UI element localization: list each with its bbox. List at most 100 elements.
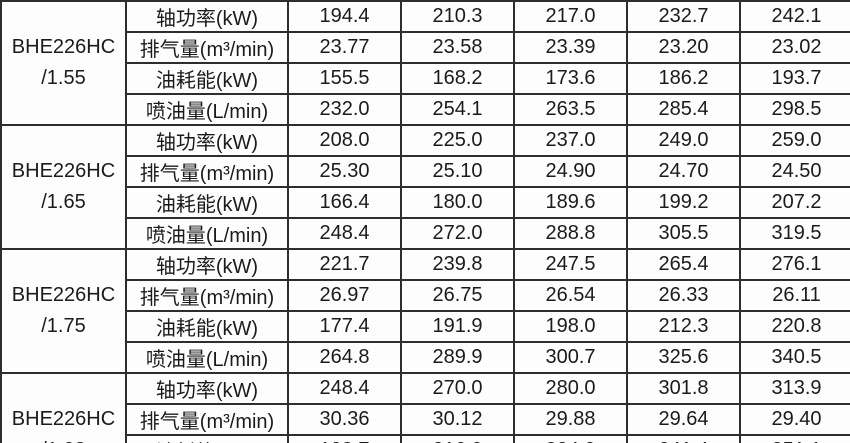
value-cell: 232.7 bbox=[626, 0, 741, 33]
value-cell: 24.50 bbox=[739, 155, 850, 188]
value-cell: 24.70 bbox=[626, 155, 741, 188]
model-variant: /1.75 bbox=[41, 315, 86, 337]
value-cell: 180.0 bbox=[400, 186, 515, 219]
value-cell: 319.5 bbox=[739, 217, 850, 250]
model-name: BHE226HC bbox=[11, 160, 116, 182]
parameter-label: 轴功率(kW) bbox=[125, 124, 289, 157]
parameter-label: 轴功率(kW) bbox=[125, 248, 289, 281]
model-name: BHE226HC bbox=[11, 408, 116, 430]
value-cell: 29.88 bbox=[513, 403, 628, 436]
table-row: BHE226HC/1.75 轴功率(kW) 221.7 239.8 247.5 265.4… bbox=[0, 248, 850, 374]
value-cell: 26.75 bbox=[400, 279, 515, 312]
value-cell: 242.1 bbox=[739, 0, 850, 33]
value-cell: 239.8 bbox=[400, 248, 515, 281]
table-row: 喷油量(L/min) 264.8 289.9 300.7 325.6 340.5 bbox=[1, 341, 850, 374]
value-cell: 210.3 bbox=[400, 0, 515, 33]
value-cell: 298.5 bbox=[739, 93, 850, 126]
table-row: BHE226HC/1.65 轴功率(kW) 208.0 225.0 237.0 249.0… bbox=[0, 124, 850, 250]
table-row: 油耗能(kW) 166.4 180.0 189.6 199.2 207.2 bbox=[1, 186, 850, 219]
model-cell: BHE226HC/1.98 bbox=[0, 372, 127, 443]
table-row: 排气量(m³/min) 25.30 25.10 24.90 24.70 24.50 bbox=[1, 155, 850, 188]
value-cell: 189.6 bbox=[513, 186, 628, 219]
value-cell: 25.30 bbox=[287, 155, 402, 188]
value-cell: 24.90 bbox=[513, 155, 628, 188]
table-row: 喷油量(L/min) 232.0 254.1 263.5 285.4 298.5 bbox=[1, 93, 850, 126]
value-cell: 23.58 bbox=[400, 31, 515, 64]
value-cell: 285.4 bbox=[626, 93, 741, 126]
parameter-label: 油耗能(kW) bbox=[125, 434, 289, 443]
value-cell: 325.6 bbox=[626, 341, 741, 374]
value-cell: 26.11 bbox=[739, 279, 850, 312]
table-row: 油耗能(kW)198.7216.0224.0241.4251.1 bbox=[1, 434, 850, 443]
value-cell: 289.9 bbox=[400, 341, 515, 374]
value-cell: 288.8 bbox=[513, 217, 628, 250]
value-cell: 248.4 bbox=[287, 217, 402, 250]
value-cell: 198.0 bbox=[513, 310, 628, 343]
value-cell: 29.64 bbox=[626, 403, 741, 436]
value-cell: 340.5 bbox=[739, 341, 850, 374]
value-cell: 29.40 bbox=[739, 403, 850, 436]
parameter-label: 轴功率(kW) bbox=[125, 372, 289, 405]
value-cell: 300.7 bbox=[513, 341, 628, 374]
value-cell: 216.0 bbox=[400, 434, 515, 443]
table-row: 喷油量(L/min) 248.4 272.0 288.8 305.5 319.5 bbox=[1, 217, 850, 250]
model-variant: /1.55 bbox=[41, 67, 86, 89]
parameter-label: 排气量(m³/min) bbox=[125, 31, 289, 64]
table-row: 排气量(m³/min) 30.36 30.12 29.88 29.64 29.40 bbox=[1, 403, 850, 436]
value-cell: 313.9 bbox=[739, 372, 850, 405]
value-cell: 265.4 bbox=[626, 248, 741, 281]
value-cell: 272.0 bbox=[400, 217, 515, 250]
value-cell: 26.54 bbox=[513, 279, 628, 312]
value-cell: 198.7 bbox=[287, 434, 402, 443]
table-row: 油耗能(kW) 177.4 191.9 198.0 212.3 220.8 bbox=[1, 310, 850, 343]
value-cell: 26.33 bbox=[626, 279, 741, 312]
parameter-label: 喷油量(L/min) bbox=[125, 341, 289, 374]
model-cell: BHE226HC/1.75 bbox=[0, 248, 127, 374]
value-cell: 207.2 bbox=[739, 186, 850, 219]
value-cell: 173.6 bbox=[513, 62, 628, 95]
value-cell: 25.10 bbox=[400, 155, 515, 188]
parameter-label: 排气量(m³/min) bbox=[125, 279, 289, 312]
parameter-label: 轴功率(kW) bbox=[125, 0, 289, 33]
model-cell: BHE226HC/1.55 bbox=[0, 0, 127, 126]
value-cell: 30.12 bbox=[400, 403, 515, 436]
value-cell: 212.3 bbox=[626, 310, 741, 343]
value-cell: 199.2 bbox=[626, 186, 741, 219]
parameter-label: 喷油量(L/min) bbox=[125, 217, 289, 250]
value-cell: 177.4 bbox=[287, 310, 402, 343]
parameter-label: 油耗能(kW) bbox=[125, 62, 289, 95]
model-name: BHE226HC bbox=[11, 36, 116, 58]
value-cell: 194.4 bbox=[287, 0, 402, 33]
model-variant: /1.65 bbox=[41, 191, 86, 213]
table-row: 油耗能(kW) 155.5 168.2 173.6 186.2 193.7 bbox=[1, 62, 850, 95]
value-cell: 224.0 bbox=[513, 434, 628, 443]
parameter-label: 喷油量(L/min) bbox=[125, 93, 289, 126]
value-cell: 186.2 bbox=[626, 62, 741, 95]
table-row: BHE226HC/1.98轴功率(kW)248.4270.0280.0301.8… bbox=[0, 372, 850, 443]
value-cell: 237.0 bbox=[513, 124, 628, 157]
value-cell: 23.20 bbox=[626, 31, 741, 64]
value-cell: 276.1 bbox=[739, 248, 850, 281]
value-cell: 166.4 bbox=[287, 186, 402, 219]
value-cell: 208.0 bbox=[287, 124, 402, 157]
value-cell: 155.5 bbox=[287, 62, 402, 95]
value-cell: 217.0 bbox=[513, 0, 628, 33]
table-row: 排气量(m³/min) 23.77 23.58 23.39 23.20 23.02 bbox=[1, 31, 850, 64]
model-cell: BHE226HC/1.65 bbox=[0, 124, 127, 250]
value-cell: 30.36 bbox=[287, 403, 402, 436]
value-cell: 26.97 bbox=[287, 279, 402, 312]
value-cell: 168.2 bbox=[400, 62, 515, 95]
model-variant: /1.98 bbox=[3, 435, 124, 443]
value-cell: 221.7 bbox=[287, 248, 402, 281]
value-cell: 23.77 bbox=[287, 31, 402, 64]
value-cell: 191.9 bbox=[400, 310, 515, 343]
parameter-label: 油耗能(kW) bbox=[125, 310, 289, 343]
value-cell: 23.02 bbox=[739, 31, 850, 64]
value-cell: 301.8 bbox=[626, 372, 741, 405]
value-cell: 241.4 bbox=[626, 434, 741, 443]
value-cell: 280.0 bbox=[513, 372, 628, 405]
value-cell: 264.8 bbox=[287, 341, 402, 374]
value-cell: 232.0 bbox=[287, 93, 402, 126]
